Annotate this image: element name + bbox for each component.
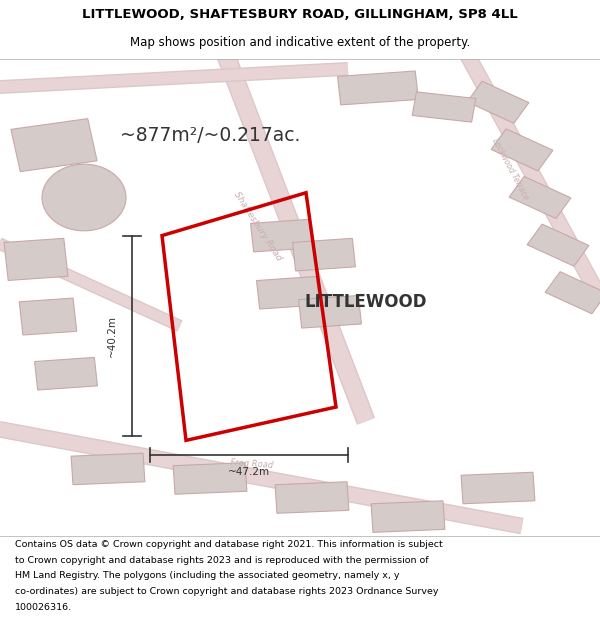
Polygon shape xyxy=(491,129,553,171)
Text: ~877m²/~0.217ac.: ~877m²/~0.217ac. xyxy=(120,126,301,145)
Polygon shape xyxy=(42,164,126,231)
Text: Map shows position and indicative extent of the property.: Map shows position and indicative extent… xyxy=(130,36,470,49)
Polygon shape xyxy=(19,298,77,335)
Polygon shape xyxy=(371,501,445,532)
Polygon shape xyxy=(251,219,313,252)
Polygon shape xyxy=(299,296,361,328)
Polygon shape xyxy=(4,238,68,281)
Text: 100026316.: 100026316. xyxy=(15,602,72,612)
Polygon shape xyxy=(527,224,589,266)
Polygon shape xyxy=(11,119,97,172)
Polygon shape xyxy=(71,453,145,485)
Polygon shape xyxy=(545,272,600,314)
Text: ~40.2m: ~40.2m xyxy=(107,314,117,357)
Text: Frog Road: Frog Road xyxy=(230,458,274,470)
Polygon shape xyxy=(338,71,418,105)
Polygon shape xyxy=(173,462,247,494)
Text: LITTLEWOOD: LITTLEWOOD xyxy=(305,293,427,311)
Text: to Crown copyright and database rights 2023 and is reproduced with the permissio: to Crown copyright and database rights 2… xyxy=(15,556,428,565)
Polygon shape xyxy=(461,472,535,504)
Polygon shape xyxy=(275,482,349,513)
Polygon shape xyxy=(257,276,319,309)
Polygon shape xyxy=(35,357,97,390)
Text: HM Land Registry. The polygons (including the associated geometry, namely x, y: HM Land Registry. The polygons (includin… xyxy=(15,571,400,581)
Text: Lockwood Terrace: Lockwood Terrace xyxy=(490,136,530,201)
Text: Shaftesbury Road: Shaftesbury Road xyxy=(232,190,284,262)
Text: LITTLEWOOD, SHAFTESBURY ROAD, GILLINGHAM, SP8 4LL: LITTLEWOOD, SHAFTESBURY ROAD, GILLINGHAM… xyxy=(82,8,518,21)
Text: Contains OS data © Crown copyright and database right 2021. This information is : Contains OS data © Crown copyright and d… xyxy=(15,540,443,549)
Text: ~47.2m: ~47.2m xyxy=(228,467,270,477)
Polygon shape xyxy=(412,92,476,122)
Polygon shape xyxy=(509,176,571,219)
Text: co-ordinates) are subject to Crown copyright and database rights 2023 Ordnance S: co-ordinates) are subject to Crown copyr… xyxy=(15,587,439,596)
Polygon shape xyxy=(293,238,355,271)
Polygon shape xyxy=(467,81,529,123)
